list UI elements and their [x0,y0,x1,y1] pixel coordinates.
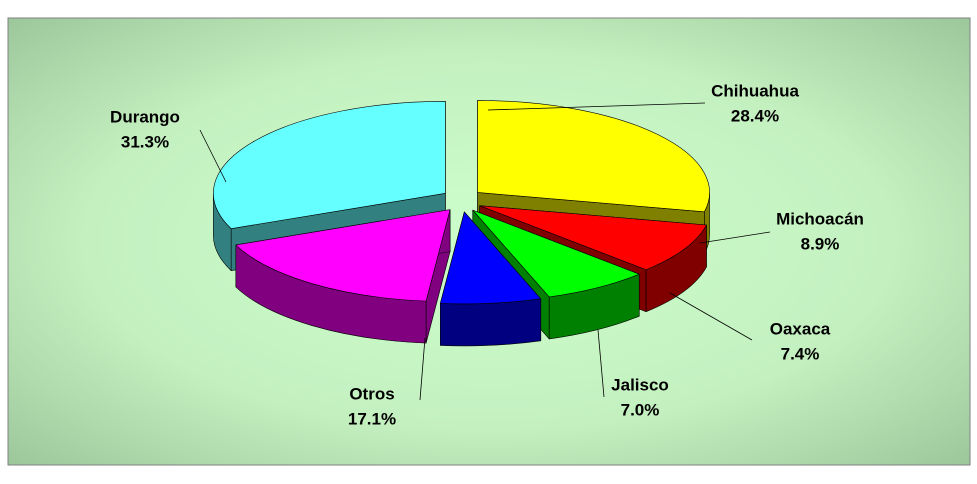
category-label: Oaxaca [770,319,831,338]
leader-line [669,292,753,341]
value-label: 7.4% [781,344,820,363]
category-label: Otros [349,384,394,403]
value-label: 7.0% [621,400,660,419]
leader-line [597,329,605,398]
leader-line [699,231,771,244]
value-label: 17.1% [348,409,396,428]
slice [440,211,542,305]
category-label: Michoacán [776,209,864,228]
category-label: Jalisco [611,375,669,394]
leader-line [419,337,426,401]
leader-line [487,102,706,111]
value-label: 8.9% [801,234,840,253]
slice-wall [440,298,542,347]
slice [477,100,710,213]
slice [213,101,446,229]
value-label: 31.3% [121,132,169,151]
slice [479,205,707,271]
slice [472,209,640,298]
value-label: 28.4% [731,106,779,125]
leader-line [199,129,227,183]
category-label: Durango [110,107,180,126]
category-label: Chihuahua [711,81,799,100]
slice [235,209,451,302]
